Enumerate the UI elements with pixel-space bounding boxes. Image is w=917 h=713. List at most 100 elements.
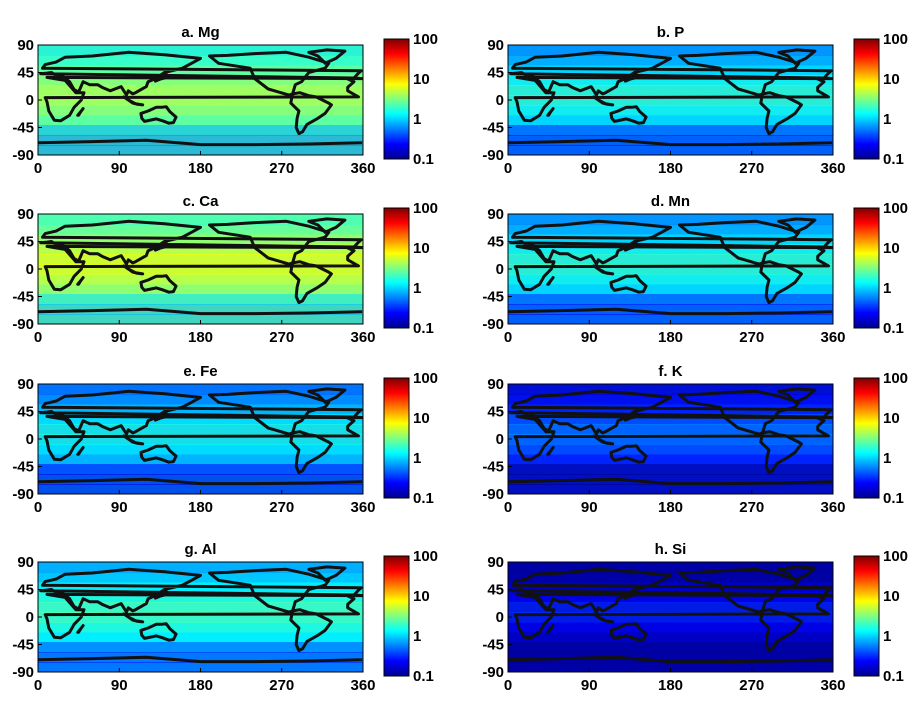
coastline xyxy=(509,567,833,614)
colorbar xyxy=(853,555,880,677)
latitude-band xyxy=(508,612,833,623)
latitude-band xyxy=(508,394,833,405)
x-tick-label: 180 xyxy=(188,499,213,516)
colorbar-tick-label: 1 xyxy=(883,450,891,467)
coastline xyxy=(39,389,363,436)
latitude-band xyxy=(38,484,363,494)
coastline xyxy=(609,622,648,642)
coastline xyxy=(508,138,833,147)
y-tick-label: 90 xyxy=(17,206,34,223)
latitude-band xyxy=(38,85,363,96)
coastline xyxy=(122,264,145,276)
x-tick-label: 90 xyxy=(581,160,598,177)
latitude-band xyxy=(508,454,833,465)
x-tick-label: 270 xyxy=(269,499,294,516)
panel-title: e. Fe xyxy=(183,363,217,380)
latitude-band xyxy=(38,75,363,86)
y-tick-label: -90 xyxy=(12,664,34,681)
colorbar-tick-label: 100 xyxy=(883,31,908,48)
latitude-band xyxy=(508,444,833,455)
latitude-band xyxy=(508,95,833,106)
y-tick-label: 45 xyxy=(17,234,34,251)
coastline xyxy=(508,477,833,486)
x-tick-label: 90 xyxy=(111,677,128,694)
y-tick-label: 0 xyxy=(496,92,504,109)
y-tick-label: -45 xyxy=(482,459,504,476)
coastline xyxy=(76,624,85,634)
coastline xyxy=(139,444,178,464)
y-tick-label: 45 xyxy=(487,234,504,251)
coastline xyxy=(509,219,833,266)
latitude-band xyxy=(38,464,363,475)
latitude-band xyxy=(508,264,833,275)
latitude-band xyxy=(508,314,833,324)
heatmap-field xyxy=(508,562,833,672)
panel-title: f. K xyxy=(658,363,682,380)
x-tick-label: 360 xyxy=(820,329,845,346)
y-tick-label: 45 xyxy=(17,65,34,82)
coastline xyxy=(307,217,347,234)
colorbar xyxy=(853,377,880,499)
x-tick-label: 270 xyxy=(269,677,294,694)
latitude-band xyxy=(38,214,363,225)
latitude-band xyxy=(508,105,833,116)
coastline xyxy=(592,434,615,446)
panel-title: b. P xyxy=(657,24,685,41)
colorbar-tick-label: 10 xyxy=(883,240,900,257)
colorbar xyxy=(383,207,410,329)
x-tick-label: 90 xyxy=(581,677,598,694)
x-tick-label: 180 xyxy=(658,160,683,177)
latitude-band xyxy=(38,244,363,255)
latitude-band xyxy=(38,414,363,425)
coastline xyxy=(153,241,168,252)
latitude-band xyxy=(38,394,363,405)
latitude-band xyxy=(38,562,363,573)
latitude-band xyxy=(508,592,833,603)
colorbar xyxy=(853,207,880,329)
latitude-band xyxy=(508,652,833,663)
x-tick-label: 0 xyxy=(504,677,512,694)
colorbar-tick-label: 1 xyxy=(413,280,421,297)
y-tick-label: 45 xyxy=(487,404,504,421)
panel-title: h. Si xyxy=(655,541,687,558)
latitude-band xyxy=(38,622,363,633)
x-tick-label: 180 xyxy=(188,160,213,177)
y-tick-label: -90 xyxy=(12,486,34,503)
coastline xyxy=(153,72,168,83)
coastline xyxy=(39,567,363,614)
x-tick-label: 360 xyxy=(350,160,375,177)
latitude-band xyxy=(508,224,833,235)
heatmap-field xyxy=(38,45,363,155)
latitude-band xyxy=(508,214,833,225)
latitude-band xyxy=(508,572,833,583)
y-tick-label: -90 xyxy=(482,147,504,164)
coastline xyxy=(623,72,638,83)
y-tick-label: -45 xyxy=(12,289,34,306)
latitude-band xyxy=(508,632,833,643)
y-tick-label: 45 xyxy=(487,65,504,82)
coastline xyxy=(43,75,363,123)
latitude-band xyxy=(38,115,363,126)
colorbar-tick-label: 10 xyxy=(883,588,900,605)
x-tick-label: 180 xyxy=(188,329,213,346)
coastline xyxy=(623,241,638,252)
latitude-band xyxy=(508,424,833,435)
latitude-band xyxy=(38,145,363,155)
colorbar xyxy=(383,555,410,677)
latitude-band xyxy=(38,384,363,395)
colorbar-tick-label: 100 xyxy=(413,200,438,217)
colorbar-tick-label: 100 xyxy=(413,548,438,565)
coastline xyxy=(623,411,638,422)
colorbar-tick-label: 10 xyxy=(883,71,900,88)
coastline xyxy=(307,48,347,65)
coastline xyxy=(307,387,347,404)
y-tick-label: 0 xyxy=(496,431,504,448)
x-tick-label: 360 xyxy=(350,499,375,516)
x-tick-label: 360 xyxy=(820,160,845,177)
latitude-band xyxy=(38,434,363,445)
latitude-band xyxy=(508,562,833,573)
